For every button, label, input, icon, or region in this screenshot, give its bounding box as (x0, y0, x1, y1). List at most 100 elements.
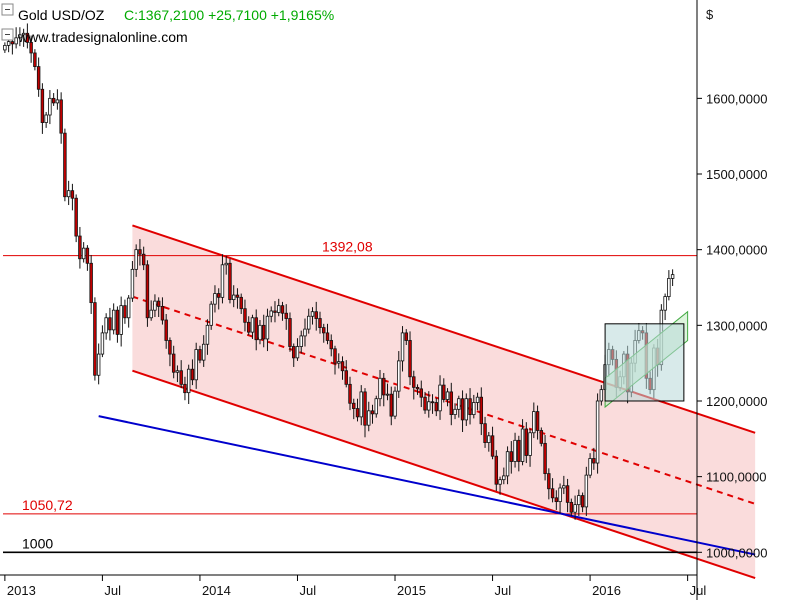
candle (359, 385, 363, 426)
candle-body (292, 346, 296, 359)
candle (479, 387, 484, 436)
candle (130, 261, 135, 302)
candle-body (224, 262, 228, 266)
candle-body (239, 296, 243, 310)
candle-body (329, 340, 333, 350)
candle-body (126, 297, 131, 319)
candle-body (295, 346, 300, 359)
level-label-2: 1000 (22, 535, 53, 551)
candle-body (449, 391, 453, 416)
candle (374, 395, 378, 418)
candle-body (404, 332, 408, 341)
candle (423, 391, 427, 414)
candle (344, 360, 348, 388)
candle-body (370, 410, 375, 415)
candle-body (393, 390, 397, 417)
candle-body (250, 317, 255, 333)
y-tick-label: 1200,0000 (706, 394, 767, 409)
x-tick-label: Jul (104, 583, 121, 598)
candle-body (288, 318, 292, 347)
candle-body (378, 377, 382, 400)
candle (205, 319, 210, 355)
y-axis-unit: $ (706, 7, 714, 22)
candle-body (104, 317, 108, 334)
candle (70, 183, 75, 211)
candle-body (183, 383, 187, 394)
candle-body (348, 383, 352, 404)
candle (100, 325, 105, 358)
candle (104, 313, 108, 340)
candle (667, 270, 671, 301)
candle (333, 345, 337, 375)
x-tick-label: Jul (690, 583, 707, 598)
candle-body (171, 353, 176, 373)
candle (254, 309, 258, 351)
candle (397, 351, 401, 398)
candle (318, 311, 322, 334)
candle-body (490, 435, 495, 457)
candle-body (48, 97, 52, 116)
candle-body (318, 318, 322, 328)
candle (378, 369, 382, 407)
candle (487, 432, 491, 452)
candle-body (277, 305, 281, 313)
candle-body (464, 398, 469, 421)
candle-body (228, 262, 232, 301)
candle-body (186, 368, 191, 394)
candle-body (408, 340, 412, 378)
candle-body (539, 430, 544, 444)
candle (404, 329, 408, 345)
candle (93, 297, 97, 381)
candle-body (310, 311, 315, 317)
candle (457, 395, 461, 418)
candle (198, 345, 202, 364)
candle-body (265, 315, 270, 340)
candle-body (130, 268, 135, 299)
candle (224, 255, 228, 275)
candle (265, 308, 270, 352)
candle-body (498, 479, 502, 485)
candle-body (445, 391, 450, 400)
candle (442, 378, 446, 403)
candle-body (547, 473, 551, 490)
candle (355, 398, 360, 422)
candle (314, 301, 318, 331)
candle (299, 330, 303, 354)
y-axis-ticks: 1600,0000 1500,0000 1400,0000 1300,0000 1200… (697, 91, 767, 560)
candle (430, 394, 435, 414)
candle (592, 447, 596, 470)
candle-body (400, 332, 405, 362)
candle-body (573, 504, 577, 513)
candle-body (29, 41, 33, 54)
candle (460, 390, 465, 433)
candle (434, 397, 438, 417)
candle-body (340, 361, 345, 372)
candle (160, 297, 165, 325)
y-tick-label: 1300,0000 (706, 318, 767, 333)
candle-body (108, 317, 112, 331)
candle (119, 296, 123, 347)
candle-body (303, 328, 307, 337)
candle-body (141, 253, 146, 266)
candle (382, 372, 386, 407)
candle (663, 293, 667, 321)
candle-body (532, 411, 536, 434)
y-tick-label: 1000,0000 (706, 545, 767, 560)
y-tick-label: 1600,0000 (706, 91, 767, 106)
candle-body (6, 41, 11, 46)
candle (66, 180, 71, 206)
candle (490, 426, 495, 460)
candle-body (198, 349, 202, 361)
candle (40, 83, 45, 134)
consolidation-box (604, 323, 685, 402)
candle-body (592, 458, 596, 464)
candle (153, 294, 157, 318)
candle (59, 92, 63, 144)
candle-body (509, 451, 514, 462)
candle-body (344, 370, 348, 385)
candle (36, 57, 41, 97)
candle-body (74, 197, 78, 237)
candle (18, 27, 22, 47)
candle-body (243, 308, 247, 323)
candle (584, 466, 589, 516)
